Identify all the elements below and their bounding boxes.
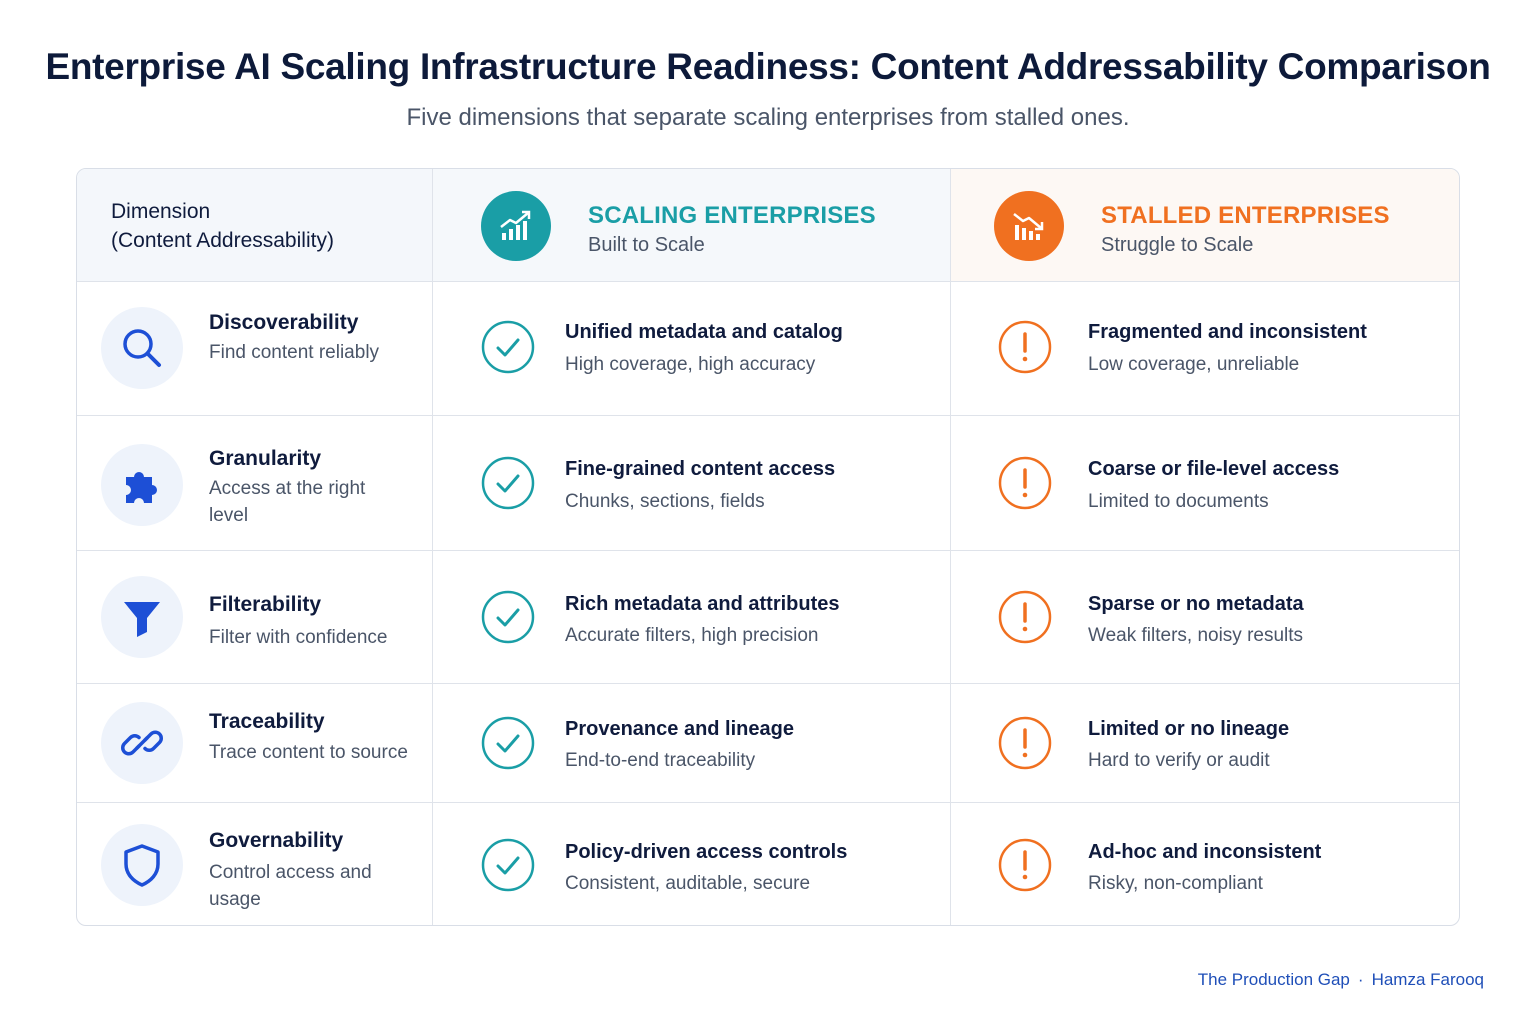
scaling-cell-title: Provenance and lineage — [565, 718, 794, 740]
comparison-table: Dimension (Content Addressability) SCALI… — [76, 168, 1460, 926]
stalled-cell-title: Fragmented and inconsistent — [1088, 321, 1367, 343]
dimension-description: Find content reliably — [209, 342, 380, 363]
scaling-cell-title: Fine-grained content access — [565, 458, 836, 480]
footer-publication: The Production Gap — [1197, 970, 1350, 989]
footer-author: Hamza Farooq — [1371, 970, 1484, 989]
stalled-header-title: STALLED ENTERPRISES — [1101, 202, 1390, 229]
scaling-cell-title: Policy-driven access controls — [565, 841, 848, 863]
row-divider — [77, 683, 1459, 684]
stalled-cell-subtitle: Risky, non-compliant — [1088, 873, 1263, 894]
scaling-cell-title: Rich metadata and attributes — [565, 593, 840, 615]
dimension-name: Governability — [209, 829, 344, 852]
search-icon — [101, 307, 183, 389]
puzzle-icon — [101, 444, 183, 526]
stalled-cell-subtitle: Weak filters, noisy results — [1088, 625, 1304, 646]
row-divider — [77, 802, 1459, 803]
check-circle-icon — [481, 716, 535, 770]
stalled-cell-title: Limited or no lineage — [1088, 718, 1290, 740]
dimension-name: Traceability — [209, 710, 325, 733]
stalled-cell-subtitle: Hard to verify or audit — [1088, 750, 1270, 771]
footer-credit: The Production Gap · Hamza Farooq — [1198, 970, 1484, 990]
dimension-header: Dimension (Content Addressability) — [111, 197, 334, 255]
dimension-name: Filterability — [209, 593, 322, 616]
scaling-cell-title: Unified metadata and catalog — [565, 321, 843, 343]
dimension-header-line1: Dimension — [111, 200, 211, 223]
filter-icon — [101, 576, 183, 658]
check-circle-icon — [481, 838, 535, 892]
scaling-cell-subtitle: Chunks, sections, fields — [565, 491, 765, 512]
footer-separator: · — [1357, 970, 1364, 989]
stalled-cell-title: Coarse or file-level access — [1088, 458, 1340, 480]
dimension-description: Trace content to source — [209, 742, 408, 763]
dimension-name: Discoverability — [209, 311, 359, 334]
row-divider — [77, 550, 1459, 551]
page-subtitle: Five dimensions that separate scaling en… — [406, 104, 1130, 131]
page-title: Enterprise AI Scaling Infrastructure Rea… — [45, 46, 1491, 87]
column-divider — [950, 169, 951, 925]
stalled-cell-title: Sparse or no metadata — [1088, 593, 1304, 615]
scaling-header-subtitle: Built to Scale — [588, 234, 705, 256]
scaling-cell-subtitle: High coverage, high accuracy — [565, 354, 816, 375]
check-circle-icon — [481, 320, 535, 374]
warning-circle-icon — [998, 590, 1052, 644]
warning-circle-icon — [998, 716, 1052, 770]
dimension-description: Access at the right level — [209, 478, 366, 526]
chart-down-icon — [994, 191, 1064, 261]
link-icon — [101, 702, 183, 784]
dimension-header-line2: (Content Addressability) — [111, 229, 334, 252]
column-divider — [432, 169, 433, 925]
shield-icon — [101, 824, 183, 906]
stalled-cell-title: Ad-hoc and inconsistent — [1088, 841, 1322, 863]
check-circle-icon — [481, 456, 535, 510]
chart-up-icon — [481, 191, 551, 261]
dimension-name: Granularity — [209, 447, 322, 470]
dimension-description: Control access and usage — [209, 862, 372, 910]
stalled-cell-subtitle: Low coverage, unreliable — [1088, 354, 1300, 375]
scaling-header-title: SCALING ENTERPRISES — [588, 202, 876, 229]
warning-circle-icon — [998, 456, 1052, 510]
check-circle-icon — [481, 590, 535, 644]
scaling-cell-subtitle: Accurate filters, high precision — [565, 625, 819, 646]
warning-circle-icon — [998, 320, 1052, 374]
row-divider — [77, 415, 1459, 416]
row-divider — [77, 281, 1459, 282]
warning-circle-icon — [998, 838, 1052, 892]
scaling-cell-subtitle: End-to-end traceability — [565, 750, 756, 771]
stalled-header-subtitle: Struggle to Scale — [1101, 234, 1254, 256]
dimension-description: Filter with confidence — [209, 627, 388, 648]
scaling-cell-subtitle: Consistent, auditable, secure — [565, 873, 811, 894]
header-dimension-cell — [77, 169, 433, 282]
stalled-cell-subtitle: Limited to documents — [1088, 491, 1269, 512]
